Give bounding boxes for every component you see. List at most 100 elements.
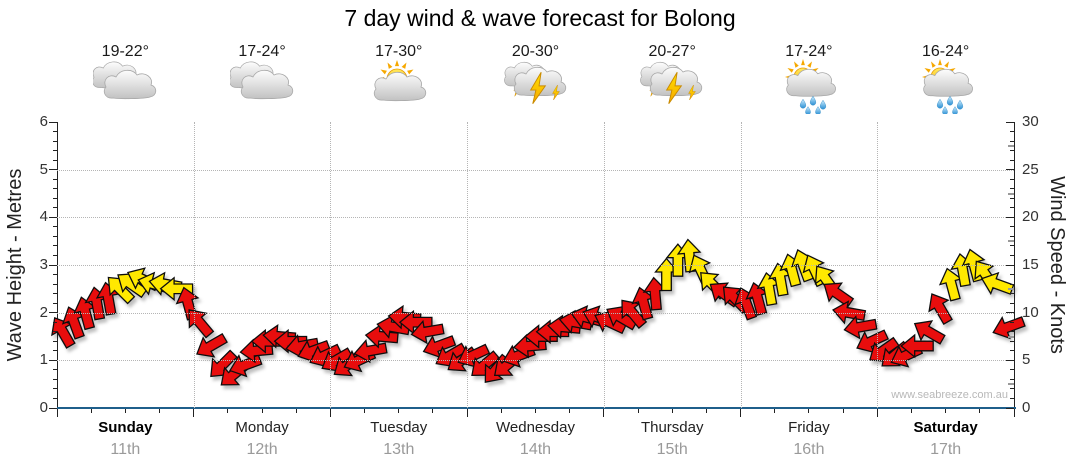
date-label: 13th bbox=[383, 441, 415, 458]
left-axis-minor-tick bbox=[53, 159, 57, 161]
left-axis-minor-tick bbox=[53, 207, 57, 209]
left-axis-minor-tick bbox=[53, 188, 57, 190]
bottom-axis-line bbox=[57, 407, 1016, 409]
bottom-axis-day-tick bbox=[603, 409, 605, 417]
temp-range: 17-24° bbox=[785, 43, 833, 60]
left-axis-minor-tick bbox=[53, 321, 57, 323]
v-gridline bbox=[330, 122, 332, 408]
right-axis-minor-tick bbox=[1010, 131, 1014, 133]
v-gridline bbox=[740, 122, 742, 408]
weekday-label: Saturday bbox=[913, 419, 978, 436]
right-axis-minor-tick bbox=[1010, 293, 1014, 295]
wind-arrow bbox=[900, 333, 934, 359]
v-gridline bbox=[467, 122, 469, 408]
right-axis-major-tick bbox=[1006, 359, 1014, 361]
right-axis-half-tick bbox=[1008, 383, 1014, 386]
right-axis-tick-label: 25 bbox=[1022, 160, 1039, 178]
temp-range: 17-24° bbox=[238, 43, 286, 60]
weekday-label: Sunday bbox=[98, 419, 153, 436]
temp-range: 20-30° bbox=[511, 43, 560, 60]
left-axis-tick-label: 2 bbox=[39, 303, 48, 321]
right-axis-half-tick bbox=[1008, 287, 1014, 290]
wind-arrow bbox=[928, 293, 953, 326]
right-axis-minor-tick bbox=[1010, 340, 1014, 342]
thunderstorm-icon bbox=[640, 61, 703, 104]
left-axis-major-tick bbox=[49, 216, 57, 218]
left-axis-tick-label: 1 bbox=[39, 351, 48, 369]
weekday-label: Monday bbox=[235, 419, 289, 436]
right-axis-minor-tick bbox=[1010, 235, 1014, 237]
left-axis-tick-label: 3 bbox=[39, 256, 48, 273]
left-axis-minor-tick bbox=[53, 369, 57, 371]
weekday-label: Tuesday bbox=[370, 419, 428, 436]
left-axis-minor-tick bbox=[53, 340, 57, 342]
bottom-axis-minor-tick bbox=[124, 409, 126, 413]
right-axis-minor-tick bbox=[1010, 378, 1014, 380]
wind-arrow bbox=[410, 319, 445, 345]
left-axis-minor-tick bbox=[53, 178, 57, 180]
h-gridline bbox=[57, 360, 1014, 362]
bottom-axis-day-tick bbox=[329, 409, 331, 417]
temp-range: 17-30° bbox=[375, 43, 423, 60]
bottom-axis-day-tick bbox=[740, 409, 742, 417]
left-axis-major-tick bbox=[49, 121, 57, 123]
right-axis-minor-tick bbox=[1010, 254, 1014, 256]
wind-arrow bbox=[843, 315, 878, 340]
left-axis-minor-tick bbox=[53, 245, 57, 247]
h-gridline bbox=[57, 312, 1014, 314]
bottom-axis-minor-tick bbox=[398, 409, 400, 413]
cloudy-icon bbox=[93, 61, 157, 100]
left-axis-minor-tick bbox=[53, 350, 57, 352]
right-axis-major-tick bbox=[1006, 121, 1014, 123]
bottom-axis-day-tick bbox=[193, 409, 195, 417]
right-axis-minor-tick bbox=[1010, 226, 1014, 228]
left-axis-major-tick bbox=[49, 312, 57, 314]
right-axis-minor-tick bbox=[1010, 207, 1014, 209]
right-axis-minor-tick bbox=[1010, 397, 1014, 399]
bottom-axis-minor-tick bbox=[90, 409, 92, 413]
left-axis-minor-tick bbox=[53, 226, 57, 228]
bottom-axis-minor-tick bbox=[979, 409, 981, 413]
right-axis-major-tick bbox=[1006, 312, 1014, 314]
wind-arrow bbox=[188, 309, 215, 339]
right-axis-line bbox=[1014, 122, 1015, 409]
right-axis-minor-tick bbox=[1010, 350, 1014, 352]
right-axis-half-tick bbox=[1008, 335, 1014, 338]
date-label: 17th bbox=[930, 441, 962, 458]
right-axis-major-tick bbox=[1006, 407, 1014, 409]
v-gridline bbox=[877, 122, 879, 408]
left-axis-minor-tick bbox=[53, 150, 57, 152]
right-axis-half-tick bbox=[1008, 240, 1014, 243]
wind-arrow bbox=[196, 332, 228, 358]
right-axis-tick-label: 5 bbox=[1022, 351, 1031, 369]
right-axis-minor-tick bbox=[1010, 245, 1014, 247]
weekday-label: Thursday bbox=[640, 419, 704, 436]
bottom-axis-minor-tick bbox=[774, 409, 776, 413]
right-axis-minor-tick bbox=[1010, 274, 1014, 276]
left-axis-minor-tick bbox=[53, 235, 57, 237]
right-axis-tick-label: 20 bbox=[1022, 208, 1039, 226]
bottom-axis-day-tick bbox=[876, 409, 878, 417]
temp-range: 16-24° bbox=[921, 43, 970, 60]
bottom-axis-minor-tick bbox=[842, 409, 844, 413]
right-axis-minor-tick bbox=[1010, 302, 1014, 304]
date-label: 12th bbox=[246, 441, 278, 458]
right-axis-tick-label: 30 bbox=[1022, 113, 1039, 130]
left-axis-minor-tick bbox=[53, 274, 57, 276]
date-label: 16th bbox=[793, 441, 825, 458]
bottom-axis-minor-tick bbox=[705, 409, 707, 413]
right-axis-major-tick bbox=[1006, 216, 1014, 218]
watermark: www.seabreeze.com.au bbox=[891, 389, 1008, 401]
bottom-axis-minor-tick bbox=[159, 409, 161, 413]
right-axis-minor-tick bbox=[1010, 178, 1014, 180]
bottom-axis-day-tick bbox=[56, 409, 58, 417]
right-axis-half-tick bbox=[1008, 144, 1014, 147]
date-label: 11th bbox=[110, 441, 141, 458]
weekday-label: Wednesday bbox=[496, 419, 575, 436]
right-axis-minor-tick bbox=[1010, 140, 1014, 142]
right-axis-minor-tick bbox=[1010, 369, 1014, 371]
left-axis-minor-tick bbox=[53, 388, 57, 390]
left-axis-tick-label: 0 bbox=[39, 399, 48, 416]
right-axis-tick-label: 10 bbox=[1022, 303, 1039, 321]
